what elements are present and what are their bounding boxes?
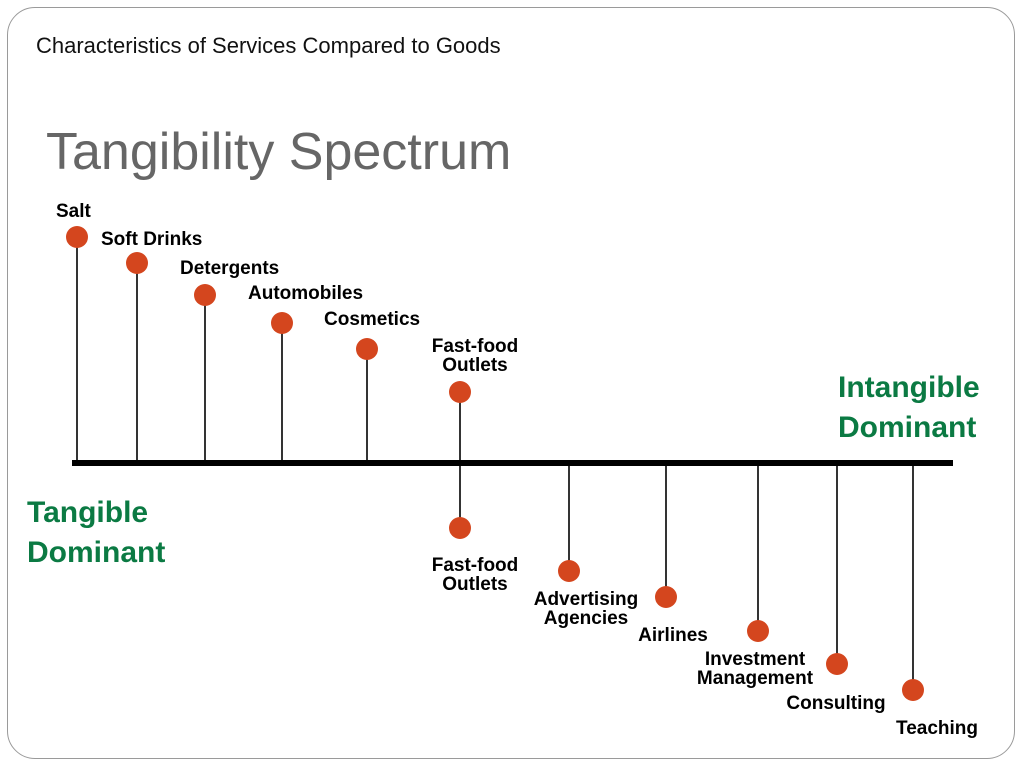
goods-label-line: Automobiles (248, 283, 363, 304)
slide-subtitle: Characteristics of Services Compared to … (36, 33, 501, 58)
service-label-teaching: Teaching (896, 718, 978, 739)
service-label-consulting: Consulting (786, 693, 885, 714)
service-label-line: Fast-food (432, 555, 519, 576)
service-label-line: Agencies (544, 608, 628, 629)
tangible-dominant-line2: Dominant (27, 536, 166, 569)
goods-label-soft-drinks: Soft Drinks (101, 229, 202, 250)
service-label-airlines: Airlines (638, 625, 708, 646)
goods-label-line: Salt (56, 201, 92, 222)
intangible-dominant-line1: Intangible (838, 371, 980, 404)
goods-dot-soft-drinks (126, 252, 148, 274)
service-label-line: Outlets (442, 574, 507, 595)
service-label-line: Management (697, 668, 814, 689)
goods-dot-fast-food-outlets (449, 381, 471, 403)
goods-dot-cosmetics (356, 338, 378, 360)
service-label-line: Teaching (896, 718, 978, 739)
service-label-line: Consulting (786, 693, 885, 714)
goods-label-line: Cosmetics (324, 309, 420, 330)
service-dot-advertising-agencies (558, 560, 580, 582)
service-dot-airlines (655, 586, 677, 608)
goods-label-line: Fast-food (432, 336, 519, 357)
goods-label-line: Soft Drinks (101, 229, 202, 250)
goods-dot-detergents (194, 284, 216, 306)
intangible-dominant-line2: Dominant (838, 411, 977, 444)
slide-title: Tangibility Spectrum (46, 123, 512, 181)
goods-label-line: Outlets (442, 355, 507, 376)
tangible-dominant-label: Tangible Dominant (27, 493, 165, 573)
goods-label-fast-food-outlets: Fast-food Outlets (432, 336, 519, 376)
slide-frame (7, 7, 1015, 759)
service-label-fast-food-outlets: Fast-food Outlets (432, 555, 519, 595)
service-label-line: Investment (705, 649, 806, 670)
goods-dot-automobiles (271, 312, 293, 334)
intangible-dominant-label: Intangible Dominant (838, 368, 980, 448)
service-dot-teaching (902, 679, 924, 701)
goods-label-detergents: Detergents (180, 258, 279, 279)
service-dot-fast-food-outlets (449, 517, 471, 539)
goods-dot-salt (66, 226, 88, 248)
goods-label-line: Detergents (180, 258, 279, 279)
goods-label-automobiles: Automobiles (248, 283, 363, 304)
service-label-investment-management: Investment Management (697, 649, 814, 689)
spectrum-items: Salt Soft Drinks Detergents Automobiles Cosm… (56, 201, 978, 739)
goods-label-cosmetics: Cosmetics (324, 309, 420, 330)
service-label-advertising-agencies: Advertising Agencies (534, 589, 639, 629)
service-label-line: Advertising (534, 589, 639, 610)
goods-label-salt: Salt (56, 201, 92, 222)
service-dot-consulting (826, 653, 848, 675)
service-dot-investment-management (747, 620, 769, 642)
tangible-dominant-line1: Tangible (27, 496, 149, 529)
service-label-line: Airlines (638, 625, 708, 646)
